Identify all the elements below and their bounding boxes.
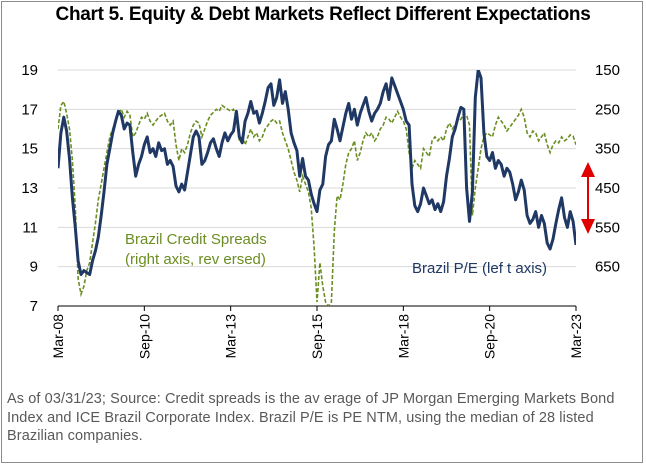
chart-title: Chart 5. Equity & Debt Markets Reflect D… xyxy=(55,4,591,25)
x-tick-label: Mar-13 xyxy=(223,314,239,359)
right-tick-label: 350 xyxy=(595,141,620,158)
right-tick-label: 150 xyxy=(595,62,620,79)
right-tick-label: 250 xyxy=(595,101,620,118)
x-tick-label: Sep-10 xyxy=(136,314,152,359)
left-tick-label: 9 xyxy=(30,259,38,276)
credit-spreads-label-line2: (right axis, rev ersed) xyxy=(125,251,266,268)
x-tick-label: Sep-20 xyxy=(482,314,498,359)
left-tick-label: 7 xyxy=(30,298,38,315)
x-tick-label: Mar-23 xyxy=(568,314,584,359)
source-note: As of 03/31/23; Source: Credit spreads i… xyxy=(7,391,615,444)
x-axis-ticks: Mar-08 Sep-10 Mar-13 Sep-15 Mar-18 Sep-20 Mar-… xyxy=(50,306,584,359)
right-tick-label: 450 xyxy=(595,180,620,197)
gridlines xyxy=(58,69,576,268)
right-tick-label: 550 xyxy=(595,219,620,236)
series-group xyxy=(58,70,576,306)
pe-label: Brazil P/E (lef t axis) xyxy=(412,260,547,277)
x-tick-label: Mar-18 xyxy=(395,314,411,359)
left-tick-label: 19 xyxy=(21,62,38,79)
credit-spreads-label-line1: Brazil Credit Spreads xyxy=(125,231,267,248)
credit-spreads-line xyxy=(58,99,576,306)
pe-line xyxy=(58,70,576,276)
left-tick-label: 17 xyxy=(21,101,38,118)
right-tick-label: 650 xyxy=(595,259,620,276)
left-tick-label: 11 xyxy=(22,219,38,236)
gap-arrow xyxy=(581,162,595,234)
x-tick-label: Mar-08 xyxy=(50,314,66,359)
left-axis-ticks: 19 17 15 13 11 9 7 xyxy=(21,62,38,315)
left-tick-label: 13 xyxy=(21,180,38,197)
right-axis-ticks: 150 250 350 450 550 650 xyxy=(595,62,620,276)
gap-arrow-head-down xyxy=(581,219,595,234)
x-tick-label: Sep-15 xyxy=(309,314,325,359)
gap-arrow-head-up xyxy=(581,162,595,177)
left-tick-label: 15 xyxy=(21,141,38,158)
